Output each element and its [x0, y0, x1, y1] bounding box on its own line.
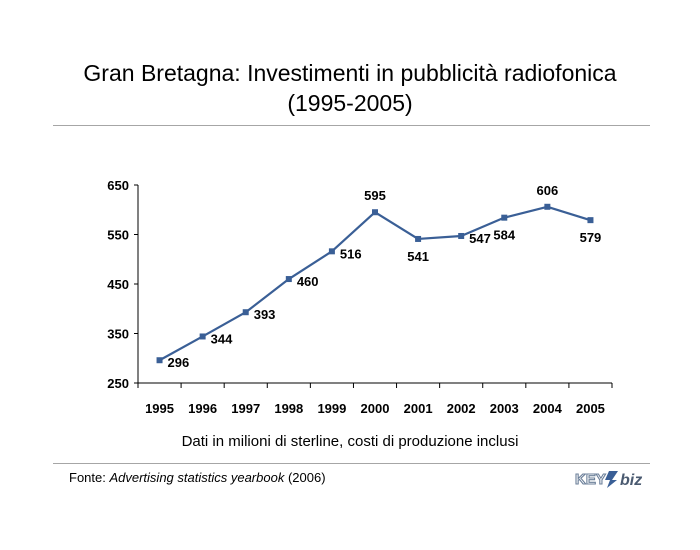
x-tick-label-2004: 2004 — [533, 401, 563, 416]
data-label-2005: 579 — [580, 230, 602, 245]
data-point-1999 — [328, 248, 335, 255]
data-label-1999: 516 — [340, 246, 362, 261]
chart-title-line1: Gran Bretagna: Investimenti in pubblicit… — [83, 60, 617, 86]
chart-ticks: 250 350 450 550 650 1995 1996 1997 1998 1999 2000 2… — [107, 178, 613, 416]
chart-note: Dati in milioni di sterline, costi di pr… — [181, 433, 519, 450]
x-tick-label-1996: 1996 — [188, 401, 217, 416]
data-label-1995: 296 — [168, 355, 190, 370]
chart-data-labels: 296 344 393 460 516 595 541 547 584 606 579 — [168, 183, 602, 370]
source-prefix: Fonte: — [69, 470, 110, 485]
x-tick-label-1998: 1998 — [274, 401, 303, 416]
logo-text-key: KEY — [575, 471, 606, 488]
x-tick-label-1999: 1999 — [317, 401, 346, 416]
x-tick-label-2000: 2000 — [361, 401, 390, 416]
x-tick-label-2002: 2002 — [447, 401, 476, 416]
logo-text-biz: biz — [620, 472, 642, 489]
x-tick-label-1995: 1995 — [145, 401, 174, 416]
data-label-1996: 344 — [211, 331, 233, 346]
bottom-divider — [53, 463, 650, 464]
y-tick-label-550: 550 — [107, 228, 129, 243]
x-tick-label-2003: 2003 — [490, 401, 519, 416]
logo-mark — [605, 471, 618, 488]
y-tick-label-450: 450 — [107, 277, 129, 292]
data-point-2003 — [501, 214, 508, 221]
data-label-2004: 606 — [537, 183, 559, 198]
data-point-2005 — [587, 217, 594, 224]
x-tick-label-2005: 2005 — [576, 401, 605, 416]
y-tick-label-650: 650 — [107, 178, 129, 193]
source-publication: Advertising statistics yearbook — [109, 470, 285, 485]
y-tick-label-350: 350 — [107, 327, 129, 342]
data-label-2001: 541 — [407, 249, 429, 264]
data-label-1997: 393 — [254, 307, 276, 322]
x-tick-label-2001: 2001 — [404, 401, 433, 416]
data-point-2002 — [458, 232, 465, 239]
chart-series — [156, 203, 594, 364]
chart-title: Gran Bretagna: Investimenti in pubblicit… — [0, 58, 700, 118]
y-tick-label-250: 250 — [107, 376, 129, 391]
data-label-2002: 547 — [469, 231, 491, 246]
data-point-2000 — [372, 209, 378, 216]
data-label-2000: 595 — [364, 188, 386, 203]
chart-title-line2: (1995-2005) — [287, 90, 413, 116]
source-suffix: (2006) — [284, 470, 326, 485]
top-divider — [53, 125, 650, 126]
data-label-1998: 460 — [297, 274, 319, 289]
data-point-1995 — [156, 357, 163, 364]
key4biz-logo-icon: KEY biz — [574, 470, 642, 489]
data-point-1996 — [199, 333, 206, 340]
data-point-2001 — [415, 235, 422, 242]
line-chart: 250 350 450 550 650 1995 1996 1997 1998 1999 2000 2… — [107, 178, 613, 416]
data-point-1997 — [242, 309, 249, 316]
data-label-2003: 584 — [493, 228, 515, 243]
source-citation: Fonte: Advertising statistics yearbook (… — [69, 470, 326, 485]
data-point-1998 — [285, 276, 292, 283]
x-tick-label-1997: 1997 — [231, 401, 260, 416]
data-point-2004 — [544, 203, 551, 210]
